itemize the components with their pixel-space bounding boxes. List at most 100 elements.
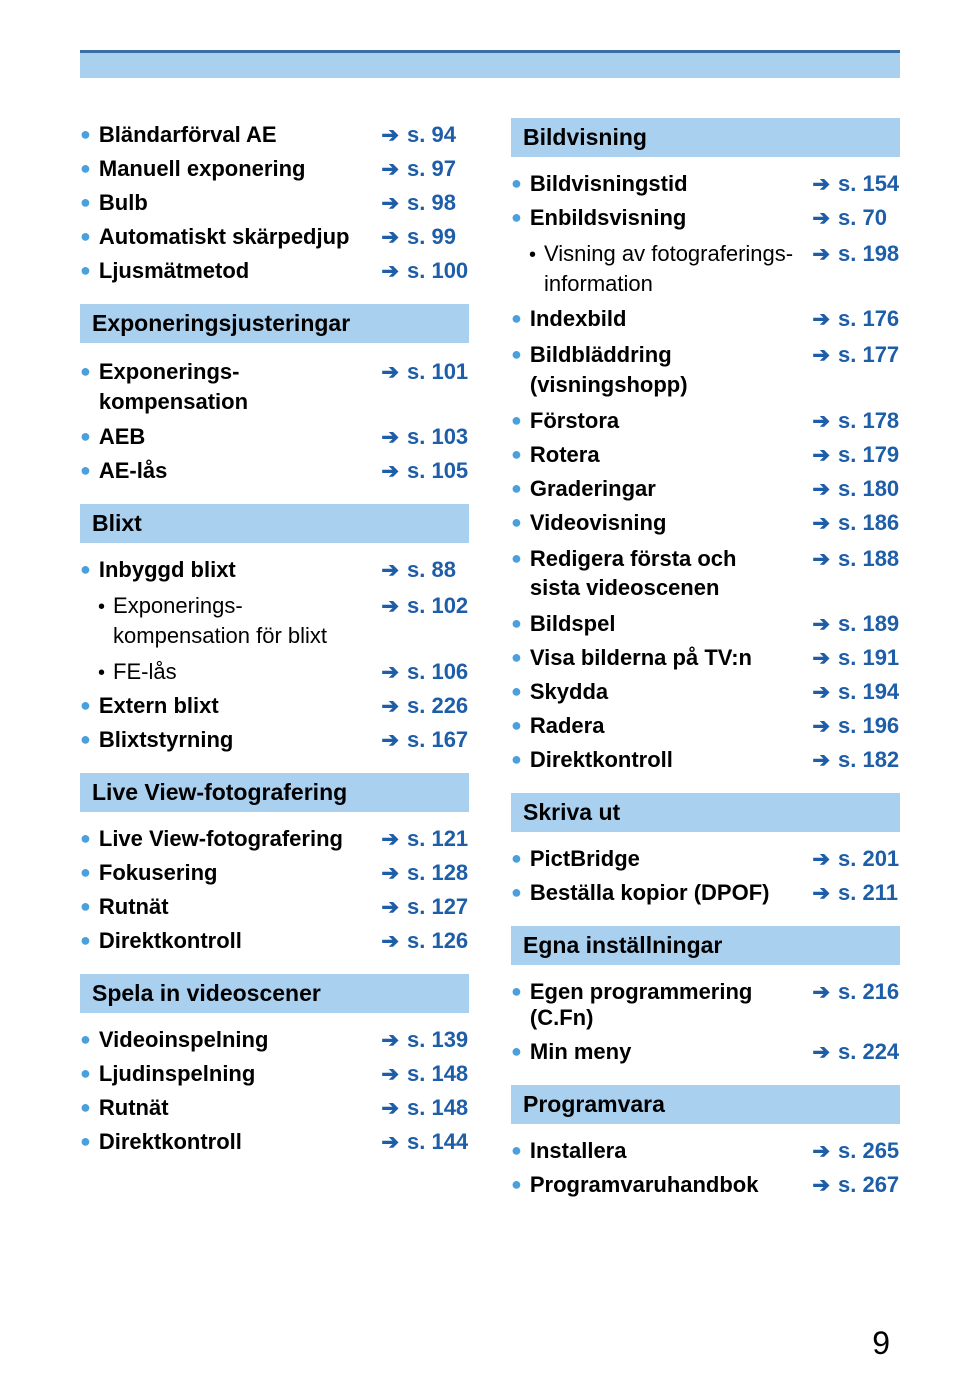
row-label: Rotera: [530, 442, 813, 468]
index-row[interactable]: ●Blixtstyrning➔s. 167: [80, 723, 469, 757]
index-row[interactable]: ●Automatiskt skärpedjup➔s. 99: [80, 220, 469, 254]
arrow-icon: ➔: [381, 157, 399, 182]
index-row[interactable]: ●Förstora➔s. 178: [511, 404, 900, 438]
row-label: Enbildsvisning: [530, 205, 813, 231]
index-row[interactable]: ●Egen programmering (C.Fn)➔s. 216: [511, 975, 900, 1035]
page-ref: s. 100: [407, 258, 469, 284]
arrow-icon: ➔: [381, 123, 399, 148]
bullet-icon: ●: [511, 1140, 522, 1161]
index-row[interactable]: ●Direktkontroll➔s. 182: [511, 743, 900, 777]
row-label: Blixtstyrning: [99, 727, 382, 753]
index-row[interactable]: ●Bildspel➔s. 189: [511, 607, 900, 641]
content-columns: ●Bländarförval AE➔s. 94●Manuell exponeri…: [80, 118, 900, 1202]
index-row[interactable]: ●Ljudinspelning➔s. 148: [80, 1057, 469, 1091]
index-row[interactable]: •Exponerings-kompensation för blixt➔s. 1…: [80, 587, 469, 654]
index-row[interactable]: ●AEB➔s. 103: [80, 420, 469, 454]
index-row[interactable]: ●Rotera➔s. 179: [511, 438, 900, 472]
row-label: Direktkontroll: [99, 1129, 382, 1155]
index-row[interactable]: ●Enbildsvisning➔s. 70: [511, 201, 900, 235]
bullet-icon: ●: [80, 862, 91, 883]
page-ref: s. 194: [838, 679, 900, 705]
index-row[interactable]: ●Direktkontroll➔s. 126: [80, 924, 469, 958]
section-heading: Spela in videoscener: [80, 974, 469, 1013]
arrow-icon: ➔: [381, 459, 399, 484]
row-label: Bildspel: [530, 611, 813, 637]
row-label: Min meny: [530, 1039, 813, 1065]
index-row[interactable]: ●Skydda➔s. 194: [511, 675, 900, 709]
page-ref: s. 167: [407, 727, 469, 753]
index-row[interactable]: ●Bländarförval AE➔s. 94: [80, 118, 469, 152]
index-row[interactable]: ●Videoinspelning➔s. 139: [80, 1023, 469, 1057]
index-row[interactable]: ●Installera➔s. 265: [511, 1134, 900, 1168]
page-ref: s. 70: [838, 205, 900, 231]
index-row[interactable]: ●Manuell exponering➔s. 97: [80, 152, 469, 186]
arrow-icon: ➔: [812, 1139, 830, 1164]
bullet-icon: ●: [511, 512, 522, 533]
bullet-icon: ●: [80, 226, 91, 247]
index-row[interactable]: ●Bildvisningstid➔s. 154: [511, 167, 900, 201]
bullet-icon: ●: [511, 410, 522, 431]
index-row[interactable]: ●Redigera första ochsista videoscenen➔s.…: [511, 540, 900, 607]
index-row[interactable]: ●Bildbläddring(visningshopp)➔s. 177: [511, 336, 900, 403]
index-row[interactable]: ●Rutnät➔s. 148: [80, 1091, 469, 1125]
page-ref: s. 94: [407, 122, 469, 148]
index-row[interactable]: ●Programvaruhandbok➔s. 267: [511, 1168, 900, 1202]
arrow-icon: ➔: [381, 191, 399, 216]
page-ref: s. 176: [838, 306, 900, 332]
index-row[interactable]: ●Bulb➔s. 98: [80, 186, 469, 220]
page-ref: s. 191: [838, 645, 900, 671]
bullet-icon: ●: [511, 715, 522, 736]
index-row[interactable]: ●Ljusmätmetod➔s. 100: [80, 254, 469, 288]
index-row[interactable]: ●Beställa kopior (DPOF)➔s. 211: [511, 876, 900, 910]
page-ref: s. 105: [407, 458, 469, 484]
index-row[interactable]: ●Rutnät➔s. 127: [80, 890, 469, 924]
index-row[interactable]: ●Extern blixt➔s. 226: [80, 689, 469, 723]
arrow-icon: ➔: [381, 1096, 399, 1121]
row-label: Ljusmätmetod: [99, 258, 382, 284]
index-row[interactable]: ●Direktkontroll➔s. 144: [80, 1125, 469, 1159]
page-ref: s. 188: [838, 546, 900, 572]
page-ref: s. 98: [407, 190, 469, 216]
index-row[interactable]: ●Fokusering➔s. 128: [80, 856, 469, 890]
bullet-icon: ●: [80, 695, 91, 716]
row-label: AEB: [99, 424, 382, 450]
row-label: Bildbläddring(visningshopp): [530, 340, 813, 399]
index-row[interactable]: ●Live View-fotografering➔s. 121: [80, 822, 469, 856]
index-row[interactable]: ●Graderingar➔s. 180: [511, 472, 900, 506]
row-label: Programvaruhandbok: [530, 1172, 813, 1198]
arrow-icon: ➔: [812, 477, 830, 502]
arrow-icon: ➔: [812, 714, 830, 739]
page-ref: s. 201: [838, 846, 900, 872]
arrow-icon: ➔: [812, 307, 830, 332]
index-row[interactable]: •Visning av fotograferings-information➔s…: [511, 235, 900, 302]
bullet-icon: ●: [80, 192, 91, 213]
arrow-icon: ➔: [812, 847, 830, 872]
row-label: Ljudinspelning: [99, 1061, 382, 1087]
index-row[interactable]: ●AE-lås➔s. 105: [80, 454, 469, 488]
right-column: Bildvisning●Bildvisningstid➔s. 154●Enbil…: [511, 118, 900, 1202]
page-ref: s. 196: [838, 713, 900, 739]
arrow-icon: ➔: [812, 206, 830, 231]
bullet-icon: ●: [511, 344, 522, 365]
index-row[interactable]: ●PictBridge➔s. 201: [511, 842, 900, 876]
bullet-icon: ●: [80, 1097, 91, 1118]
bullet-icon: ●: [511, 882, 522, 903]
arrow-icon: ➔: [812, 646, 830, 671]
row-label: FE-lås: [113, 659, 381, 685]
index-row[interactable]: ●Visa bilderna på TV:n➔s. 191: [511, 641, 900, 675]
row-label: Inbyggd blixt: [99, 557, 382, 583]
bullet-icon: ●: [511, 173, 522, 194]
index-row[interactable]: •FE-lås➔s. 106: [80, 655, 469, 689]
index-row[interactable]: ●Indexbild➔s. 176: [511, 302, 900, 336]
index-row[interactable]: ●Exponerings-kompensation➔s. 101: [80, 353, 469, 420]
arrow-icon: ➔: [812, 409, 830, 434]
row-label: Fokusering: [99, 860, 382, 886]
index-row[interactable]: ●Radera➔s. 196: [511, 709, 900, 743]
index-row[interactable]: ●Inbyggd blixt➔s. 88: [80, 553, 469, 587]
row-label: Automatiskt skärpedjup: [99, 224, 382, 250]
index-row[interactable]: ●Videovisning➔s. 186: [511, 506, 900, 540]
row-label: Beställa kopior (DPOF): [530, 880, 813, 906]
index-row[interactable]: ●Min meny➔s. 224: [511, 1035, 900, 1069]
page-ref: s. 198: [838, 241, 900, 267]
arrow-icon: ➔: [381, 660, 399, 685]
